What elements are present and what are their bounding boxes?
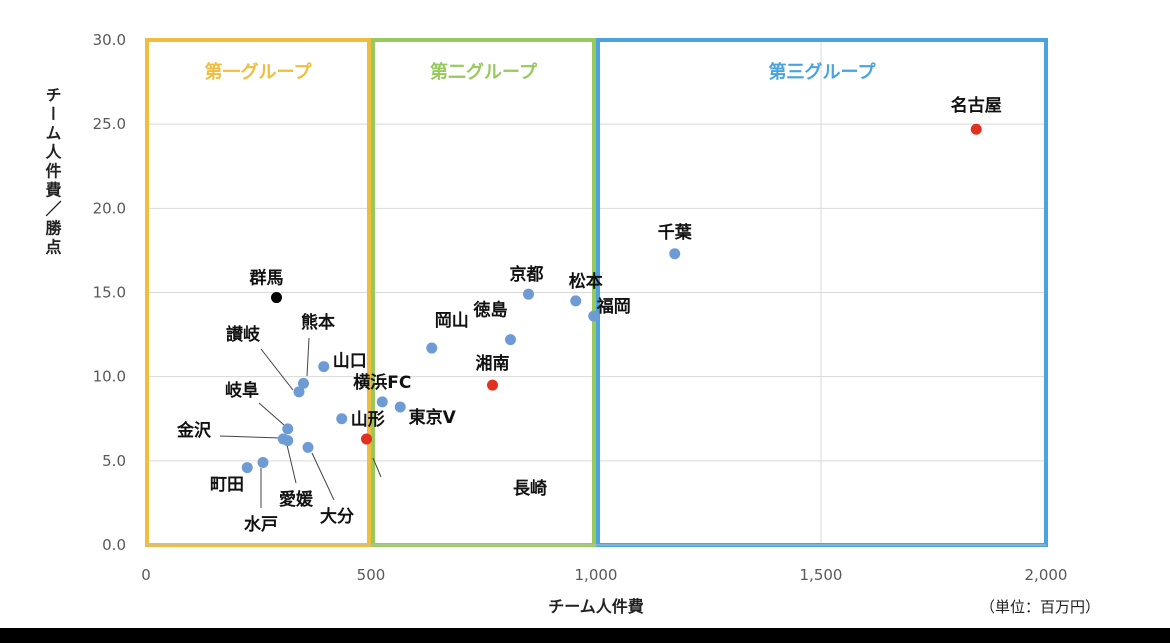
data-point xyxy=(336,413,348,425)
data-label: 金沢 xyxy=(176,420,212,441)
data-label: 水戸 xyxy=(244,514,278,535)
data-label: 名古屋 xyxy=(951,95,1002,116)
data-point xyxy=(426,342,438,354)
data-label: 福岡 xyxy=(596,296,631,317)
leader-line xyxy=(306,337,310,377)
data-point xyxy=(271,292,282,304)
leader-lines xyxy=(219,337,382,508)
data-point xyxy=(505,334,516,346)
y-tick-label: 20.0 xyxy=(93,199,126,217)
data-point xyxy=(570,295,582,307)
group-title: 第二グループ xyxy=(430,61,538,83)
y-tick-label: 5.0 xyxy=(102,452,126,470)
data-point xyxy=(293,386,305,398)
y-tick-label: 15.0 xyxy=(93,284,126,302)
group-title: 第一グループ xyxy=(205,61,313,83)
leader-line xyxy=(219,435,282,439)
data-point xyxy=(487,379,498,391)
data-label: 山形 xyxy=(351,409,385,430)
data-label: 愛媛 xyxy=(279,489,314,510)
data-label: 横浜FC xyxy=(353,372,411,393)
data-point xyxy=(257,457,269,469)
data-label: 熊本 xyxy=(301,312,335,333)
y-tick-label: 10.0 xyxy=(93,368,126,386)
x-tick-label: 1,500 xyxy=(800,566,843,584)
data-label: 岡山 xyxy=(435,311,469,331)
data-point xyxy=(588,310,600,322)
data-label: 湘南 xyxy=(476,353,510,374)
data-point xyxy=(376,396,388,408)
data-label: 徳島 xyxy=(473,300,508,321)
data-point xyxy=(282,423,294,435)
data-point xyxy=(970,123,982,135)
leader-line xyxy=(260,348,294,391)
data-label: 長崎 xyxy=(513,478,547,499)
unit-note: （単位：百万円） xyxy=(980,598,1100,616)
leader-line xyxy=(311,452,335,501)
x-tick-label: 2,000 xyxy=(1025,566,1068,584)
x-axis-title: チーム人件費 xyxy=(548,597,644,616)
data-label: 山口 xyxy=(333,352,367,372)
y-tick-label: 25.0 xyxy=(93,115,126,133)
data-point xyxy=(361,433,372,445)
y-tick-label: 0.0 xyxy=(102,536,126,554)
data-point xyxy=(241,462,253,474)
data-point xyxy=(669,248,681,260)
data-point xyxy=(394,401,406,413)
leader-line xyxy=(372,457,382,478)
data-point xyxy=(318,361,330,373)
y-tick-label: 30.0 xyxy=(93,31,126,49)
group-title: 第三グループ xyxy=(769,61,877,83)
data-point xyxy=(298,377,309,389)
data-point xyxy=(302,441,314,453)
x-tick-label: 1,000 xyxy=(575,566,618,584)
data-label: 東京V xyxy=(409,407,457,428)
y-axis-title: チーム人件費／勝点 xyxy=(43,87,62,258)
data-point xyxy=(523,288,534,300)
data-label: 岐阜 xyxy=(225,380,259,401)
data-point xyxy=(282,435,294,447)
x-tick-label: 500 xyxy=(357,566,386,584)
data-points xyxy=(241,123,982,474)
data-label: 松本 xyxy=(569,271,603,292)
data-label: 大分 xyxy=(320,506,354,527)
data-label: 群馬 xyxy=(250,268,284,289)
data-label: 町田 xyxy=(210,475,244,495)
leader-line xyxy=(258,402,285,426)
axes: 0.0 5.0 10.0 15.0 20.0 25.0 30.0 0 500 1,000 1,500… xyxy=(93,31,1068,584)
data-label: 京都 xyxy=(510,264,544,285)
x-tick-label: 0 xyxy=(141,566,151,584)
leader-line xyxy=(286,444,297,484)
bottom-bar xyxy=(0,628,1170,643)
data-label: 讃岐 xyxy=(226,324,261,345)
data-label: 千葉 xyxy=(658,222,693,243)
